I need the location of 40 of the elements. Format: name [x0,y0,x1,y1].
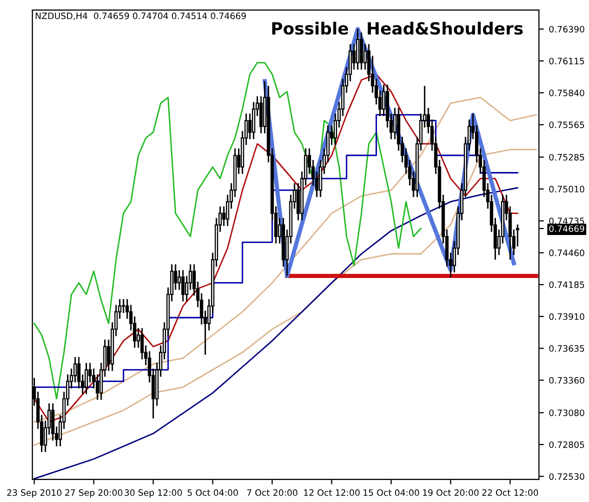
candlestick [382,84,386,117]
x-tick-label: 7 Oct 20:00 [247,489,298,496]
line-series [34,148,537,446]
line-series [34,62,422,400]
y-tick-label: 0.74185 [549,281,584,288]
y-tick-label: 0.75840 [549,90,584,96]
candlestick [356,28,360,70]
x-tick-label: 15 Oct 04:00 [364,489,420,496]
y-tick-label: 0.72805 [549,441,584,448]
x-tick-label: 27 Sep 20:00 [65,489,122,498]
text: Possible Head&Shoulders [272,22,523,35]
candlestick [84,362,88,395]
y-tick-label: 0.72530 [549,473,584,480]
y-tick-label: 0.73910 [549,313,584,320]
y-tick-label: 0.75285 [549,154,584,161]
x-tick-label: 5 Oct 04:00 [188,489,238,496]
y-tick-label: 0.74460 [549,250,584,256]
y-tick-label: 0.76115 [549,58,584,64]
y-tick-label: 0.75565 [549,121,584,128]
candlestick [259,96,263,134]
y-tick-label: 0.74669 [549,225,584,232]
x-tick-label: 23 Sep 2010 [7,489,62,498]
annotation: NZDUSD,H4 0.74659 0.74704 0.74514 0.74669 [36,12,246,20]
x-tick-label: 19 Oct 20:00 [423,489,479,496]
y-tick-label: 0.75010 [549,186,584,192]
candlestick [360,32,364,70]
candlestick [174,264,178,291]
y-tick-label: 0.74735 [549,218,584,224]
y-tick-label: 0.73635 [549,345,584,352]
y-tick-label: 0.73360 [549,377,584,384]
x-tick-label: 30 Sep 12:00 [124,489,182,498]
candlestick [181,269,185,302]
candlestick [296,182,300,221]
candlestick [178,269,181,291]
y-tick-label: 0.76390 [549,26,584,32]
candlestick [248,112,252,140]
x-tick-label: 22 Oct 12:00 [482,489,538,496]
x-tick-label: 12 Oct 12:00 [304,489,360,496]
line-series [34,187,518,480]
y-tick-label: 0.73080 [549,409,584,416]
